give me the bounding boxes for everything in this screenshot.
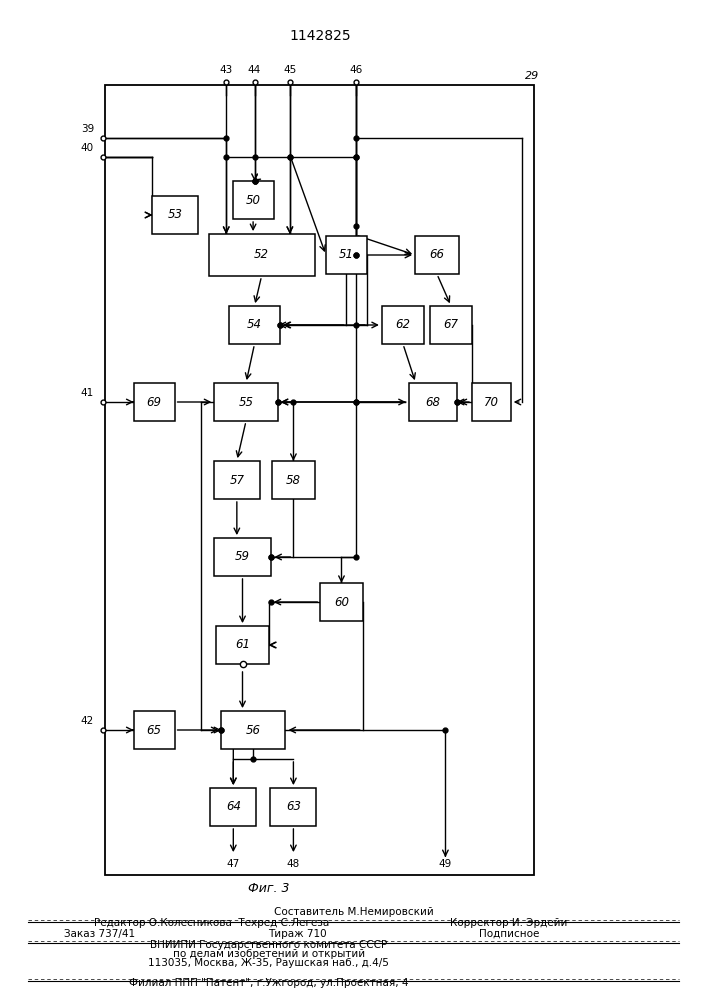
Text: 64: 64: [226, 800, 241, 814]
Bar: [134, 711, 175, 749]
Bar: [415, 236, 459, 274]
Text: 44: 44: [248, 65, 261, 75]
Text: по делам изобретений и открытий: по делам изобретений и открытий: [173, 949, 365, 959]
Text: 40: 40: [81, 143, 94, 153]
Bar: [221, 711, 285, 749]
Text: Тираж 710: Тираж 710: [268, 929, 326, 939]
Bar: [216, 626, 269, 664]
Bar: [272, 461, 315, 499]
Bar: [214, 461, 259, 499]
Text: Подписное: Подписное: [479, 929, 539, 939]
Text: 60: 60: [334, 595, 349, 608]
Text: ВНИИПИ Государственного комитета СССР: ВНИИПИ Государственного комитета СССР: [150, 940, 387, 950]
Text: 59: 59: [235, 550, 250, 564]
Bar: [229, 306, 280, 344]
Text: 29: 29: [525, 71, 539, 81]
Text: 68: 68: [425, 395, 440, 408]
Text: Составитель М.Немировский: Составитель М.Немировский: [274, 907, 433, 917]
Bar: [326, 236, 367, 274]
Text: 61: 61: [235, 639, 250, 652]
Text: 49: 49: [439, 859, 452, 869]
Bar: [210, 788, 256, 826]
Text: 69: 69: [146, 395, 162, 408]
Text: Редактор О.Колесникова  Техред С.Легеза: Редактор О.Колесникова Техред С.Легеза: [95, 918, 329, 928]
Text: 41: 41: [81, 388, 94, 398]
Bar: [214, 383, 278, 421]
Text: 46: 46: [349, 65, 362, 75]
Text: 55: 55: [238, 395, 254, 408]
Text: Корректор И. Эрдейи: Корректор И. Эрдейи: [450, 918, 568, 928]
Bar: [209, 234, 315, 276]
Text: Фиг. 3: Фиг. 3: [248, 882, 289, 895]
Text: Филиал ППП "Патент", г.Ужгород, ул.Проектная, 4: Филиал ППП "Патент", г.Ужгород, ул.Проек…: [129, 978, 409, 988]
Bar: [233, 181, 274, 219]
Text: 51: 51: [339, 248, 354, 261]
Text: 66: 66: [429, 248, 445, 261]
Text: 67: 67: [443, 318, 459, 332]
Text: 62: 62: [395, 318, 411, 332]
Text: 54: 54: [247, 318, 262, 332]
Text: 58: 58: [286, 474, 301, 487]
Text: 53: 53: [168, 209, 183, 222]
Text: 50: 50: [245, 194, 261, 207]
Text: 113035, Москва, Ж-35, Раушская наб., д.4/5: 113035, Москва, Ж-35, Раушская наб., д.4…: [148, 958, 389, 968]
Text: 48: 48: [287, 859, 300, 869]
Bar: [472, 383, 510, 421]
Bar: [214, 538, 271, 576]
Text: 43: 43: [220, 65, 233, 75]
Bar: [320, 583, 363, 621]
Text: Заказ 737/41: Заказ 737/41: [64, 929, 135, 939]
Text: 47: 47: [227, 859, 240, 869]
Bar: [270, 788, 316, 826]
Text: 56: 56: [245, 724, 261, 736]
Text: 70: 70: [484, 395, 499, 408]
Text: 1142825: 1142825: [289, 29, 351, 43]
Bar: [430, 306, 472, 344]
Text: 45: 45: [284, 65, 296, 75]
Text: 52: 52: [254, 248, 269, 261]
Bar: [152, 196, 198, 234]
Text: 65: 65: [146, 724, 162, 736]
Text: 42: 42: [81, 716, 94, 726]
Text: 63: 63: [286, 800, 301, 814]
Bar: [382, 306, 424, 344]
Bar: [134, 383, 175, 421]
Text: 57: 57: [229, 474, 245, 487]
Bar: [105, 85, 534, 875]
Bar: [409, 383, 457, 421]
Text: 39: 39: [81, 124, 94, 134]
